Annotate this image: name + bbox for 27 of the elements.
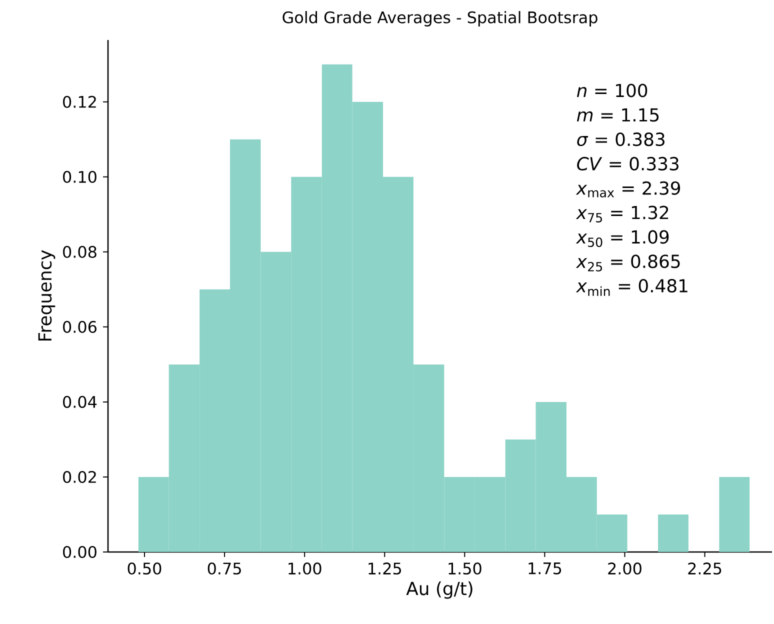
x-tick-label: 1.50 <box>448 562 482 575</box>
annotation: σ = 0.383 <box>577 132 664 146</box>
y-tick-label: 0.12 <box>63 96 96 108</box>
y-axis-title: Frequency <box>38 250 56 341</box>
x-tick-label: 1.75 <box>528 562 562 574</box>
x-tick-label: 1.25 <box>368 562 401 575</box>
annotation: x$_{min}$ = 0.481 <box>576 278 688 296</box>
y-tick-label: 0.00 <box>63 546 96 558</box>
chart-title: Gold Grade Averages - Spatial Bootsrap <box>282 11 598 26</box>
x-tick-label: 0.75 <box>208 562 241 575</box>
annotation: x$_{50}$ = 1.09 <box>576 230 669 248</box>
x-tick-label: 0.50 <box>128 562 162 575</box>
x-axis-title: Au (g/t) <box>406 581 472 599</box>
y-tick-label: 0.02 <box>63 470 96 483</box>
y-tick-label: 0.08 <box>63 246 96 258</box>
annotation: n = 100 <box>576 84 648 98</box>
annotation: x$_{max}$ = 2.39 <box>576 181 680 198</box>
annotation: x$_{75}$ = 1.32 <box>576 206 668 222</box>
y-tick-label: 0.10 <box>63 170 96 183</box>
x-tick-label: 2.00 <box>608 562 642 575</box>
y-tick-label: 0.04 <box>63 396 97 408</box>
x-tick-label: 1.00 <box>288 562 322 575</box>
x-tick-label: 2.25 <box>688 562 722 575</box>
y-tick-label: 0.06 <box>63 320 96 333</box>
annotation: m = 1.15 <box>576 108 659 122</box>
annotation: CV = 0.333 <box>577 156 678 170</box>
annotation: x$_{25}$ = 0.865 <box>576 254 680 272</box>
